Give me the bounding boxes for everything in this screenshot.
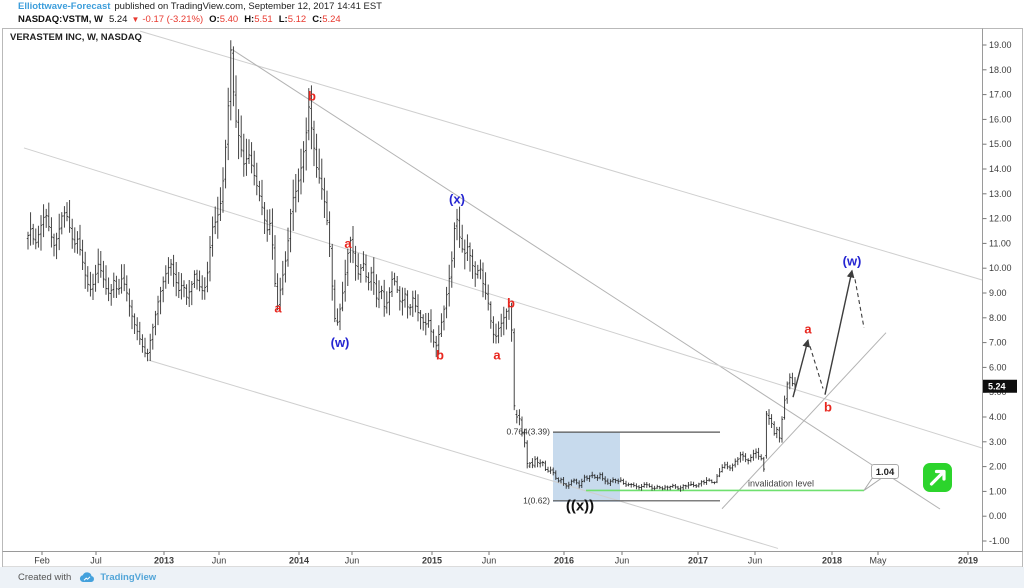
wave-label-a[interactable]: a [344,236,352,251]
arrow-head [934,469,946,481]
time-tick-label: Jul [90,556,102,566]
last-price-label [983,379,1017,393]
wave-label-x[interactable]: (x) [449,191,465,206]
wave-label-a[interactable]: a [804,321,812,336]
forecast-segment[interactable] [824,269,855,395]
price-tick-label: 0.00 [989,511,1007,521]
price-tick-label: 17.00 [989,90,1012,100]
price-tick-label: 14.00 [989,164,1012,174]
time-tick-label: Jun [615,556,630,566]
time-tick-label: 2014 [289,556,309,566]
byline: Elliottwave-Forecast published on Trading… [18,1,382,13]
share-button[interactable] [923,463,952,492]
price-change: -0.17 (-3.21%) [142,14,204,25]
time-tick-label: Jun [748,556,763,566]
ohlc-value: 5.40 [219,14,239,25]
time-tick-label: May [869,556,887,566]
forecast-segment[interactable] [854,279,865,328]
ohlc-value: 5.51 [254,14,273,25]
time-tick-label: 2015 [422,556,442,566]
last-price-value: 5.24 [988,382,1006,392]
forecast-segment[interactable] [792,339,811,398]
price-tick-label: 4.00 [989,412,1007,422]
price-tick-label: 2.00 [989,462,1007,472]
chart-legend: VERASTEM INC, W, NASDAQ [10,32,142,43]
price-tick-label: 7.00 [989,338,1007,348]
price-tick-label: 6.00 [989,362,1007,372]
wave-label-a[interactable]: a [493,348,501,363]
time-tick-label: Jun [345,556,360,566]
price-tick-label: 15.00 [989,139,1012,149]
author-link[interactable]: Elliottwave-Forecast [18,1,111,12]
price-tick-label: 10.00 [989,263,1012,273]
price-tick-label: 12.00 [989,214,1012,224]
ohlc-values: O:5.40 H:5.51 L:5.12 C:5.24 [203,14,341,25]
time-tick-label: 2019 [958,556,978,566]
created-with-text: Created with [18,572,72,583]
price-tick-label: -1.00 [989,536,1010,546]
wave-label-b[interactable]: b [308,88,316,103]
ohlc-value: 5.12 [287,14,307,25]
time-axis[interactable]: Feb Jul 2013 Jun 2014 Jun 2015 Jun 2016 Jun 2017 Ju… [34,551,978,566]
fib-label: 1(0.62) [523,495,550,505]
invalidation-line[interactable]: invalidation level 1.04 [586,464,899,492]
price-tick-label: 9.00 [989,288,1007,298]
time-tick-label: Jun [482,556,497,566]
time-tick-label: 2013 [154,556,174,566]
time-tick-label: Feb [34,556,50,566]
ohlc-label: C: [312,14,323,25]
last-price: 5.24 [108,14,128,25]
forecast-path[interactable] [792,269,865,398]
trendline-5[interactable] [721,332,887,510]
footer-bar: Created with TradingView [0,567,1024,588]
trendline-3[interactable] [23,147,982,449]
ohlc-label: H: [244,14,255,25]
ohlc-value: 5.24 [322,14,341,25]
price-axis[interactable]: 19.00 18.00 17.00 16.00 15.00 14.00 13.00 12.00… [982,40,1018,546]
ohlc-label: L: [278,14,288,25]
time-tick-label: Jun [212,556,227,566]
price-tag-tail [863,478,883,491]
wave-label-a[interactable]: a [274,300,282,315]
down-triangle-icon: ▼ [131,15,140,24]
symbol-name: NASDAQ:VSTM, W [18,14,103,25]
wave-label-b[interactable]: b [507,295,515,310]
price-tag-1-04[interactable] [871,464,899,479]
arrow-up-right-icon [929,471,945,486]
price-tick-label: 13.00 [989,189,1012,199]
tradingview-brand-link[interactable]: TradingView [100,572,157,583]
time-tick-label: 2016 [554,556,574,566]
trendline-2[interactable] [231,49,941,510]
price-tick-label: 1.00 [989,486,1007,496]
price-tick-label: 18.00 [989,65,1012,75]
wave-label-x[interactable]: ((x)) [566,497,594,514]
wave-label-b[interactable]: b [436,348,444,363]
price-tick-label: 16.00 [989,114,1012,124]
price-tag-value: 1.04 [876,467,895,478]
price-tick-label: 8.00 [989,313,1007,323]
cloud-icon [79,572,95,583]
candlestick-series [26,40,797,492]
invalidation-label: invalidation level [748,478,814,488]
forecast-segment[interactable] [809,346,824,389]
price-tick-label: 3.00 [989,437,1007,447]
price-tick-label: 19.00 [989,40,1012,50]
wave-label-w[interactable]: (w) [331,335,350,350]
time-tick-label: 2018 [822,556,842,566]
price-tick-label: 11.00 [989,238,1011,248]
time-tick-label: 2017 [688,556,708,566]
wave-label-w[interactable]: (w) [843,253,862,268]
fib-retracement[interactable]: 0.764(3.39) 1(0.62) [507,427,720,506]
symbol-info-bar: NASDAQ:VSTM, W 5.24 ▼ -0.17 (-3.21%) O:5.40 H… [18,13,341,26]
trendline-4[interactable] [147,359,779,549]
wave-label-b[interactable]: b [824,400,832,415]
byline-text: published on TradingView.com, September … [114,1,382,12]
ohlc-label: O: [209,14,220,25]
price-chart[interactable]: 0.764(3.39) 1(0.62) invalidation level 1.04… [0,27,1024,568]
trendline-1[interactable] [139,30,1022,292]
fib-label: 0.764(3.39) [507,427,551,437]
